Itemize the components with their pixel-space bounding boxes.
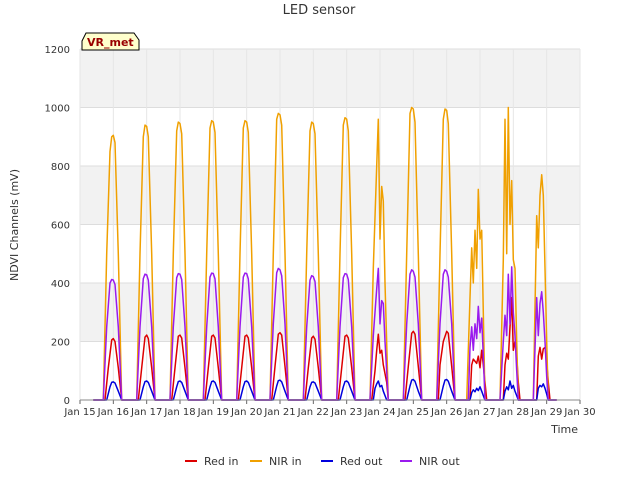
x-tick-label: Jan 20	[230, 407, 262, 418]
x-tick-label: Jan 25	[397, 407, 429, 418]
legend-item: NIR out	[400, 455, 460, 468]
annotation-label: VR_met	[87, 36, 134, 49]
legend-label: NIR out	[419, 455, 460, 468]
series-line-red-out	[93, 378, 557, 401]
x-tick-label: Jan 27	[463, 407, 495, 418]
y-tick-label: 600	[51, 221, 70, 232]
x-tick-label: Jan 23	[330, 407, 362, 418]
background-band	[80, 283, 580, 342]
legend: Red in NIR in Red out NIR out	[185, 455, 460, 468]
x-tick-label: Jan 17	[130, 407, 162, 418]
y-tick-label: 1000	[45, 104, 70, 115]
y-tick-label: 1200	[45, 45, 70, 56]
y-axis-label: NDVI Channels (mV)	[8, 169, 21, 281]
series-line-red-in	[93, 296, 557, 401]
y-tick-label: 200	[51, 338, 70, 349]
background-band	[80, 341, 580, 400]
x-tick-label: Jan 19	[197, 407, 229, 418]
x-tick-label: Jan 28	[497, 407, 529, 418]
plot-background-bands	[80, 49, 580, 400]
x-tick-label: Jan 29	[530, 407, 562, 418]
background-band	[80, 224, 580, 283]
y-tick-label: 0	[64, 396, 70, 407]
legend-label: Red in	[204, 455, 238, 468]
x-tick-label: Jan 15	[63, 407, 95, 418]
x-tick-label: Jan 16	[97, 407, 129, 418]
legend-item: Red out	[321, 455, 383, 468]
x-axis-label: Time	[550, 423, 578, 436]
y-tick-label: 400	[51, 279, 70, 290]
x-tick-label: Jan 30	[563, 407, 595, 418]
x-tick-label: Jan 18	[163, 407, 195, 418]
legend-label: Red out	[340, 455, 383, 468]
x-tick-label: Jan 22	[297, 407, 329, 418]
background-band	[80, 166, 580, 225]
x-tick-label: Jan 26	[430, 407, 462, 418]
x-tick-label: Jan 24	[363, 407, 395, 418]
legend-item: NIR in	[250, 455, 302, 468]
legend-item: Red in	[185, 455, 238, 468]
background-band	[80, 49, 580, 108]
x-tick-label: Jan 21	[263, 407, 295, 418]
legend-label: NIR in	[269, 455, 302, 468]
y-tick-label: 800	[51, 162, 70, 173]
annotation-box	[81, 32, 140, 51]
background-band	[80, 107, 580, 166]
vr-met-annotation: VR_met	[81, 32, 140, 51]
chart-title: LED sensor	[283, 3, 356, 18]
